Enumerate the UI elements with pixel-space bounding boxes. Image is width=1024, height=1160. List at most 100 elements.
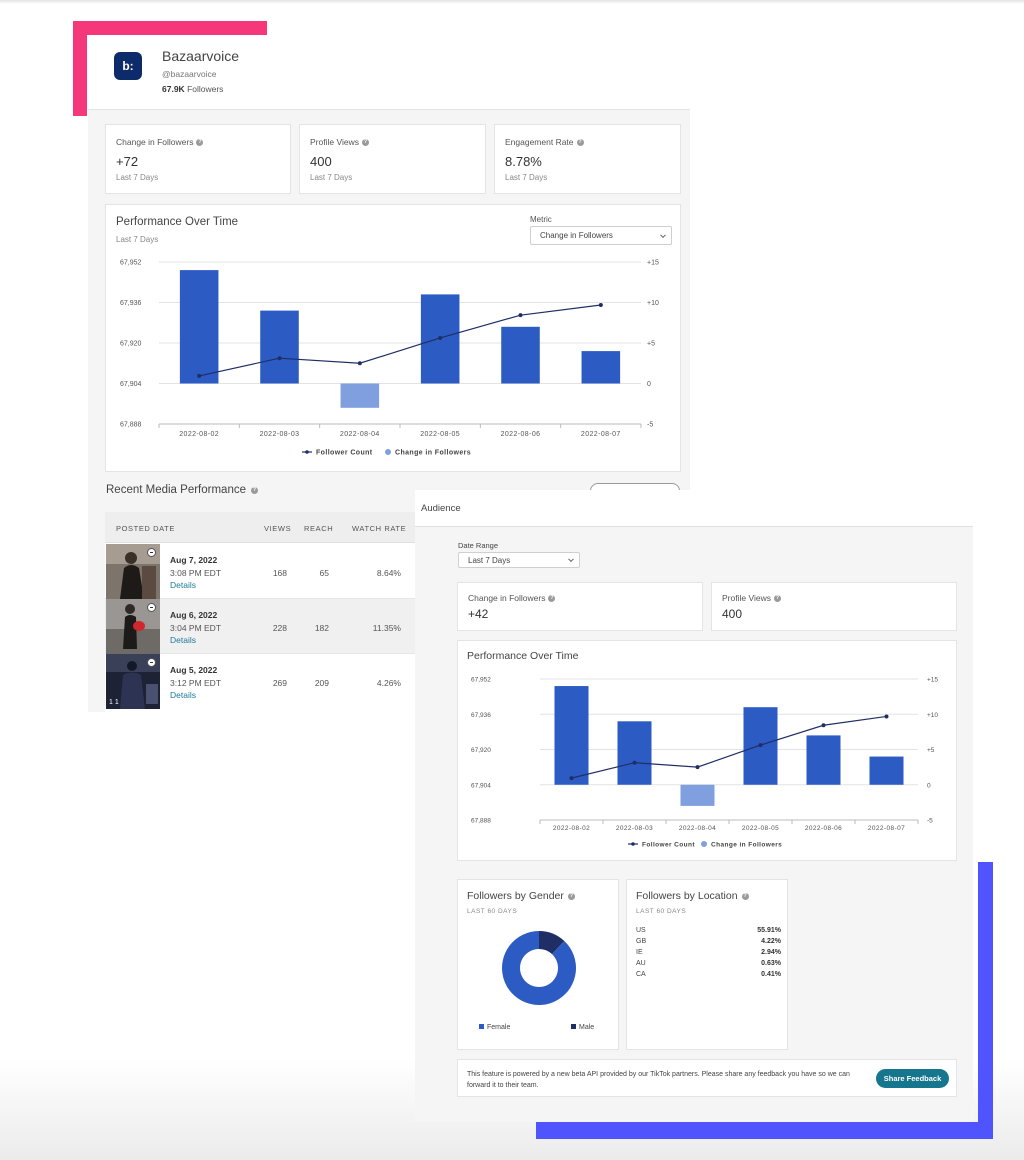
- followers-label: Followers: [187, 84, 224, 94]
- y-tick-right: 0: [647, 381, 651, 388]
- date-range-value: Last 7 Days: [468, 555, 511, 565]
- legend-female-label: Female: [487, 1024, 510, 1031]
- col-posted-date[interactable]: POSTED DATE: [116, 524, 175, 533]
- remove-icon[interactable]: [147, 548, 156, 557]
- y-tick-left: 67,952: [120, 260, 142, 267]
- help-icon[interactable]: ?: [548, 594, 556, 602]
- row-views: 168: [272, 568, 287, 578]
- row-time: 3:12 PM EDT: [170, 678, 222, 688]
- row-watch-rate: 11.35%: [372, 623, 401, 633]
- legend-follower-count-label: Follower Count: [316, 450, 373, 457]
- legend-change-swatch: [385, 449, 391, 455]
- x-tick-label: 2022-08-07: [868, 825, 905, 832]
- help-icon[interactable]: ?: [250, 486, 258, 494]
- point-follower-count: [518, 313, 523, 318]
- profile-name: Bazaarvoice: [162, 48, 240, 64]
- details-link[interactable]: Details: [170, 580, 196, 590]
- bar-change-in-followers: [340, 383, 380, 408]
- legend-follower-count-marker: [305, 450, 309, 454]
- row-watch-rate: 8.64%: [376, 568, 401, 578]
- table-row[interactable]: Aug 6, 2022 3:04 PM EDT Details 228 182 …: [105, 599, 435, 654]
- stat-label: Engagement Rate: [505, 137, 574, 147]
- table-row[interactable]: 1 1 Aug 5, 2022 3:12 PM EDT Details 269 …: [105, 654, 435, 709]
- thumbnail-stats: 1 1: [109, 699, 119, 706]
- legend-male-swatch: [571, 1024, 576, 1029]
- metric-select[interactable]: Change in Followers: [530, 226, 672, 245]
- col-views[interactable]: VIEWS: [264, 524, 292, 533]
- audience-header: Audience: [415, 490, 973, 527]
- date-range-select[interactable]: Last 7 Days: [458, 552, 580, 568]
- help-icon[interactable]: ?: [741, 892, 749, 900]
- y-tick-left: 67,936: [120, 300, 142, 307]
- point-follower-count: [758, 743, 763, 748]
- y-tick-right: +5: [927, 747, 935, 754]
- performance-subtitle: Last 7 Days: [116, 235, 159, 244]
- audience-stat-profile-views: Profile Views? 400: [711, 582, 957, 631]
- chevron-down-icon: [568, 556, 574, 563]
- y-tick-right: +5: [647, 341, 655, 348]
- col-reach[interactable]: REACH: [304, 524, 334, 533]
- blue-frame-right: [978, 862, 993, 1139]
- remove-icon[interactable]: [147, 658, 156, 667]
- stat-card-profile-views: Profile Views? 400 Last 7 Days: [299, 124, 486, 194]
- audience-performance-title: Performance Over Time: [467, 650, 579, 662]
- media-thumbnail[interactable]: 1 1: [106, 654, 160, 709]
- y-tick-left: 67,936: [471, 712, 491, 719]
- stat-label: Profile Views: [722, 593, 771, 603]
- x-tick-label: 2022-08-03: [616, 825, 653, 832]
- y-tick-left: 67,952: [471, 677, 491, 684]
- recent-media-title: Recent Media Performance: [106, 484, 246, 496]
- y-tick-right: -5: [927, 818, 933, 825]
- audience-panel: Audience Date Range Last 7 Days Change i…: [415, 490, 973, 1122]
- remove-icon[interactable]: [147, 603, 156, 612]
- point-follower-count: [197, 373, 202, 378]
- help-icon[interactable]: ?: [576, 138, 584, 146]
- metric-select-value: Change in Followers: [540, 231, 613, 240]
- details-link[interactable]: Details: [170, 635, 196, 645]
- help-icon[interactable]: ?: [567, 892, 575, 900]
- x-tick-label: 2022-08-07: [581, 431, 621, 438]
- table-row[interactable]: Aug 7, 2022 3:08 PM EDT Details 168 65 8…: [105, 544, 435, 599]
- x-tick-label: 2022-08-05: [742, 825, 779, 832]
- performance-title: Performance Over Time: [116, 216, 239, 228]
- x-tick-label: 2022-08-06: [805, 825, 842, 832]
- y-tick-left: 67,920: [471, 747, 491, 754]
- legend-change-label: Change in Followers: [711, 842, 782, 849]
- y-tick-right: +10: [647, 300, 659, 307]
- y-tick-right: 0: [927, 782, 931, 789]
- country-pct: 0.41%: [761, 971, 781, 978]
- help-icon[interactable]: ?: [361, 138, 369, 146]
- share-feedback-button[interactable]: Share Feedback: [876, 1069, 949, 1088]
- x-tick-label: 2022-08-04: [679, 825, 716, 832]
- country: IE: [636, 949, 643, 956]
- slice-male: [539, 931, 565, 955]
- thumbnail-image: [106, 599, 160, 654]
- legend-female-swatch: [479, 1024, 484, 1029]
- bar-change-in-followers: [179, 270, 219, 384]
- thumbnail-image: [106, 544, 160, 599]
- stat-value: +72: [116, 154, 139, 169]
- help-icon[interactable]: ?: [773, 594, 781, 602]
- performance-chart: 67,952 +15 67,936 +10 67,920 +5 67,904 0 67,888 -…: [120, 260, 659, 457]
- country-pct: 55.91%: [757, 927, 781, 934]
- stat-value: 400: [722, 607, 743, 621]
- bazaarvoice-logo-icon: b:: [114, 52, 142, 80]
- slice-female: [502, 931, 576, 1005]
- col-watch-rate[interactable]: WATCH RATE: [352, 524, 407, 533]
- y-tick-right: +15: [647, 260, 659, 267]
- help-icon[interactable]: ?: [196, 138, 204, 146]
- details-link[interactable]: Details: [170, 690, 196, 700]
- media-thumbnail[interactable]: [106, 599, 160, 654]
- stat-period: Last 7 Days: [310, 173, 353, 182]
- audience-stat-change-followers: Change in Followers? +42: [457, 582, 703, 631]
- gender-donut-chart: Female Male: [479, 931, 594, 1031]
- location-title: Followers by Location: [636, 890, 738, 902]
- pink-frame-top: [73, 21, 267, 35]
- country: AU: [636, 960, 646, 967]
- beta-notice-text: This feature is powered by a new beta AP…: [467, 1071, 850, 1089]
- y-tick-right: +15: [927, 677, 938, 684]
- row-watch-rate: 4.26%: [376, 678, 401, 688]
- media-thumbnail[interactable]: [106, 544, 160, 599]
- bar-change-in-followers: [260, 310, 299, 384]
- x-tick-label: 2022-08-05: [420, 431, 460, 438]
